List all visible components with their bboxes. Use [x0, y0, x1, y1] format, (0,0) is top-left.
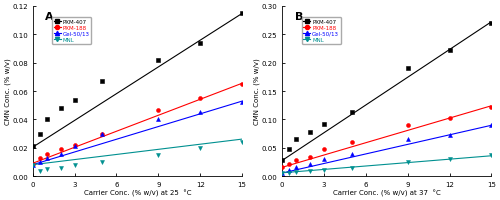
Point — [404, 161, 411, 164]
Point — [36, 132, 44, 136]
Point — [306, 131, 314, 134]
Point — [306, 169, 314, 172]
Y-axis label: CMN Conc. (% w/v): CMN Conc. (% w/v) — [4, 58, 10, 125]
Point — [292, 171, 300, 174]
Point — [292, 159, 300, 162]
Point — [238, 101, 246, 104]
Point — [278, 159, 286, 162]
Point — [238, 83, 246, 86]
Point — [154, 154, 162, 157]
Point — [196, 42, 204, 45]
Point — [56, 107, 64, 110]
Text: A: A — [45, 12, 54, 22]
Point — [446, 134, 454, 137]
Point — [446, 117, 454, 120]
Point — [98, 161, 106, 164]
Point — [320, 168, 328, 171]
Point — [285, 148, 293, 151]
Point — [42, 152, 50, 155]
Point — [70, 98, 78, 102]
Text: B: B — [294, 12, 303, 22]
Point — [56, 166, 64, 170]
Point — [488, 124, 496, 127]
Point — [320, 158, 328, 161]
Point — [36, 161, 44, 164]
Y-axis label: CMN Conc. (% w/v): CMN Conc. (% w/v) — [254, 58, 260, 125]
Point — [196, 111, 204, 114]
Point — [348, 141, 356, 144]
Point — [285, 168, 293, 171]
Point — [28, 164, 36, 167]
Point — [56, 152, 64, 155]
Point — [348, 152, 356, 155]
Legend: PXM-407, PXM-188, Gel-50/13, MNL: PXM-407, PXM-188, Gel-50/13, MNL — [302, 18, 341, 44]
Point — [238, 12, 246, 15]
Point — [154, 59, 162, 62]
Point — [154, 118, 162, 121]
Point — [196, 147, 204, 150]
Point — [488, 22, 496, 25]
Point — [446, 49, 454, 52]
Point — [292, 138, 300, 141]
Point — [488, 106, 496, 109]
Point — [154, 108, 162, 112]
Point — [285, 171, 293, 175]
Point — [36, 156, 44, 160]
X-axis label: Carrier Conc. (% w/v) at 37  °C: Carrier Conc. (% w/v) at 37 °C — [333, 189, 440, 196]
Point — [42, 156, 50, 160]
Point — [292, 166, 300, 169]
Point — [98, 132, 106, 136]
Point — [278, 171, 286, 175]
Point — [306, 162, 314, 166]
Point — [238, 141, 246, 144]
Point — [98, 132, 106, 136]
Point — [98, 80, 106, 83]
Point — [320, 123, 328, 126]
Point — [348, 111, 356, 114]
Point — [70, 164, 78, 167]
Point — [42, 118, 50, 121]
Point — [196, 97, 204, 100]
Point — [56, 148, 64, 151]
X-axis label: Carrier Conc. (% w/v) at 25  °C: Carrier Conc. (% w/v) at 25 °C — [84, 189, 191, 196]
Point — [320, 148, 328, 151]
Point — [28, 162, 36, 165]
Point — [36, 169, 44, 172]
Point — [285, 162, 293, 166]
Point — [42, 168, 50, 171]
Point — [446, 158, 454, 161]
Point — [488, 153, 496, 157]
Point — [404, 67, 411, 71]
Point — [28, 145, 36, 148]
Legend: PXM-407, PXM-188, Gel-50/13, MNL: PXM-407, PXM-188, Gel-50/13, MNL — [52, 18, 92, 44]
Point — [70, 145, 78, 148]
Point — [404, 124, 411, 127]
Point — [348, 167, 356, 170]
Point — [28, 164, 36, 167]
Point — [70, 144, 78, 147]
Point — [306, 156, 314, 159]
Point — [278, 166, 286, 169]
Point — [404, 138, 411, 141]
Point — [278, 171, 286, 175]
